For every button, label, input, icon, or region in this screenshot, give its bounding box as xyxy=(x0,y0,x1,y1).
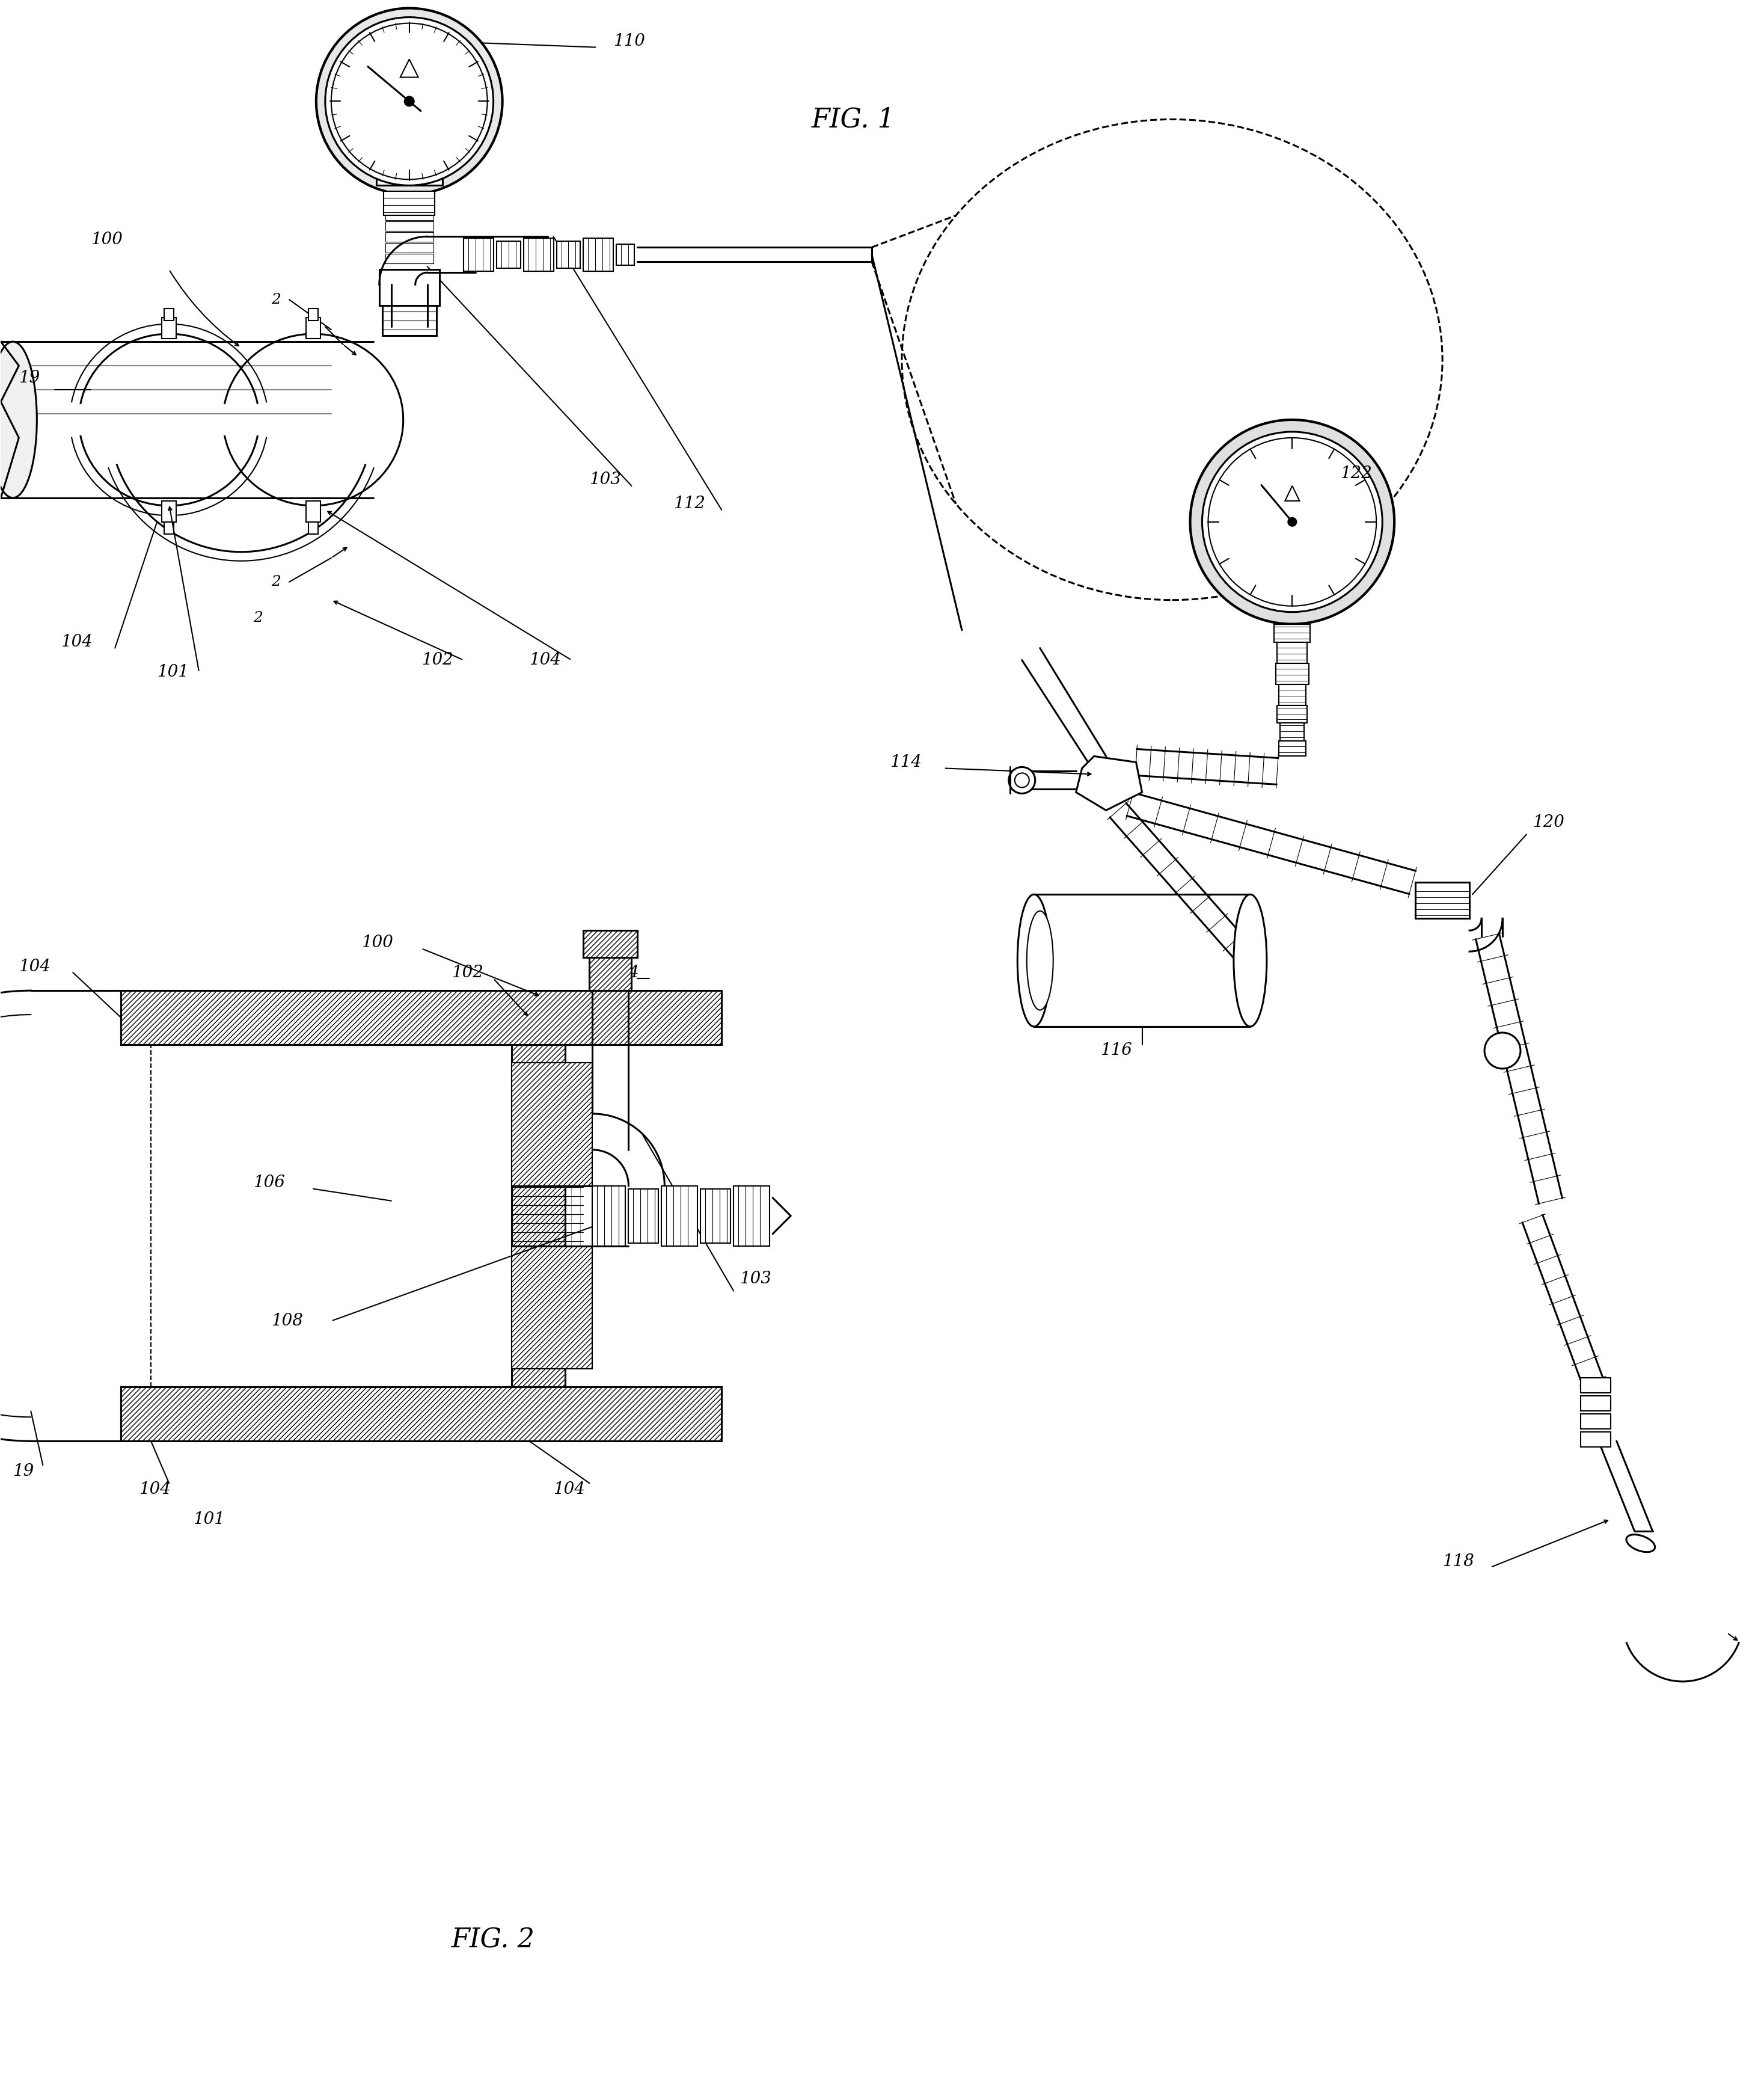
Bar xyxy=(512,1246,593,1368)
Circle shape xyxy=(1288,518,1297,527)
Bar xyxy=(662,1186,697,1246)
Circle shape xyxy=(1485,1032,1521,1070)
Circle shape xyxy=(325,17,494,184)
Bar xyxy=(379,269,439,305)
Text: 101: 101 xyxy=(157,663,189,680)
Bar xyxy=(1581,1379,1611,1393)
Bar xyxy=(512,1063,593,1186)
Text: 102: 102 xyxy=(422,653,453,668)
Bar xyxy=(305,502,321,522)
Bar xyxy=(305,317,321,338)
Bar xyxy=(1415,883,1469,918)
Text: 116: 116 xyxy=(1101,1043,1132,1059)
Bar xyxy=(164,309,175,321)
Bar xyxy=(385,253,434,263)
Bar xyxy=(1275,663,1309,684)
Text: FIG. 1: FIG. 1 xyxy=(811,106,896,133)
Text: 2: 2 xyxy=(252,612,263,624)
Bar xyxy=(122,991,721,1045)
Bar xyxy=(700,1188,730,1244)
Circle shape xyxy=(1191,419,1394,624)
Bar xyxy=(628,1188,658,1244)
Text: 104: 104 xyxy=(607,964,639,981)
Circle shape xyxy=(316,8,503,195)
Bar xyxy=(584,931,637,958)
Bar xyxy=(1581,1414,1611,1428)
Ellipse shape xyxy=(1018,893,1051,1026)
Circle shape xyxy=(1201,431,1383,612)
Text: 110: 110 xyxy=(614,33,646,50)
Bar xyxy=(1581,1432,1611,1447)
Bar xyxy=(385,191,434,216)
Bar xyxy=(383,102,436,131)
Bar xyxy=(385,232,434,243)
Bar xyxy=(593,1186,626,1246)
Bar xyxy=(616,245,635,265)
Bar xyxy=(524,238,554,272)
Circle shape xyxy=(404,97,415,106)
Text: 104: 104 xyxy=(139,1480,171,1497)
Bar xyxy=(309,309,318,321)
Text: 101: 101 xyxy=(192,1511,224,1528)
Text: 103: 103 xyxy=(739,1271,771,1287)
Bar xyxy=(122,1045,512,1387)
Bar xyxy=(1277,643,1307,663)
Bar xyxy=(734,1186,769,1246)
Bar xyxy=(164,522,175,535)
Text: 100: 100 xyxy=(92,232,123,247)
Bar xyxy=(385,222,434,230)
Bar xyxy=(309,522,318,535)
Polygon shape xyxy=(1076,757,1141,811)
Text: 104: 104 xyxy=(62,634,93,651)
Bar xyxy=(556,240,580,267)
Bar xyxy=(162,502,176,522)
Bar xyxy=(386,168,432,184)
Circle shape xyxy=(1208,437,1376,605)
Bar xyxy=(385,243,434,253)
Bar xyxy=(1277,705,1307,723)
Bar xyxy=(376,162,443,184)
Text: 19: 19 xyxy=(19,369,41,386)
Ellipse shape xyxy=(1233,893,1267,1026)
Bar xyxy=(385,137,434,162)
Bar xyxy=(122,1387,721,1441)
Text: 120: 120 xyxy=(1533,815,1565,831)
Text: 112: 112 xyxy=(674,495,706,512)
Text: 104: 104 xyxy=(529,653,561,668)
Bar xyxy=(1281,723,1304,742)
Bar xyxy=(383,305,436,336)
Ellipse shape xyxy=(0,342,37,498)
Bar xyxy=(385,211,434,220)
Text: 2: 2 xyxy=(272,574,280,589)
Bar xyxy=(1034,893,1251,1026)
Text: 104: 104 xyxy=(19,958,51,974)
Text: 104: 104 xyxy=(554,1480,586,1497)
Bar xyxy=(496,240,520,267)
Circle shape xyxy=(1014,773,1028,788)
Bar xyxy=(512,1045,566,1387)
Bar xyxy=(584,238,614,272)
Text: 102: 102 xyxy=(452,964,483,981)
Bar xyxy=(464,238,494,272)
Text: 122: 122 xyxy=(1341,466,1372,481)
Bar xyxy=(162,317,176,338)
Circle shape xyxy=(332,23,487,180)
Bar xyxy=(1279,742,1305,757)
Bar xyxy=(1581,1395,1611,1412)
Bar xyxy=(589,958,632,991)
Text: FIG. 2: FIG. 2 xyxy=(452,1928,534,1953)
Text: 103: 103 xyxy=(589,473,621,487)
Ellipse shape xyxy=(1027,910,1053,1010)
Text: 19: 19 xyxy=(12,1464,34,1480)
Bar xyxy=(1274,624,1311,643)
Text: 106: 106 xyxy=(252,1175,286,1190)
Text: 118: 118 xyxy=(1443,1553,1475,1569)
Text: 2: 2 xyxy=(272,292,280,307)
Circle shape xyxy=(1009,767,1035,794)
Text: 114: 114 xyxy=(889,755,921,771)
Ellipse shape xyxy=(1626,1534,1655,1553)
Text: 100: 100 xyxy=(362,935,393,952)
Text: 108: 108 xyxy=(272,1312,303,1329)
Bar xyxy=(1279,684,1305,705)
